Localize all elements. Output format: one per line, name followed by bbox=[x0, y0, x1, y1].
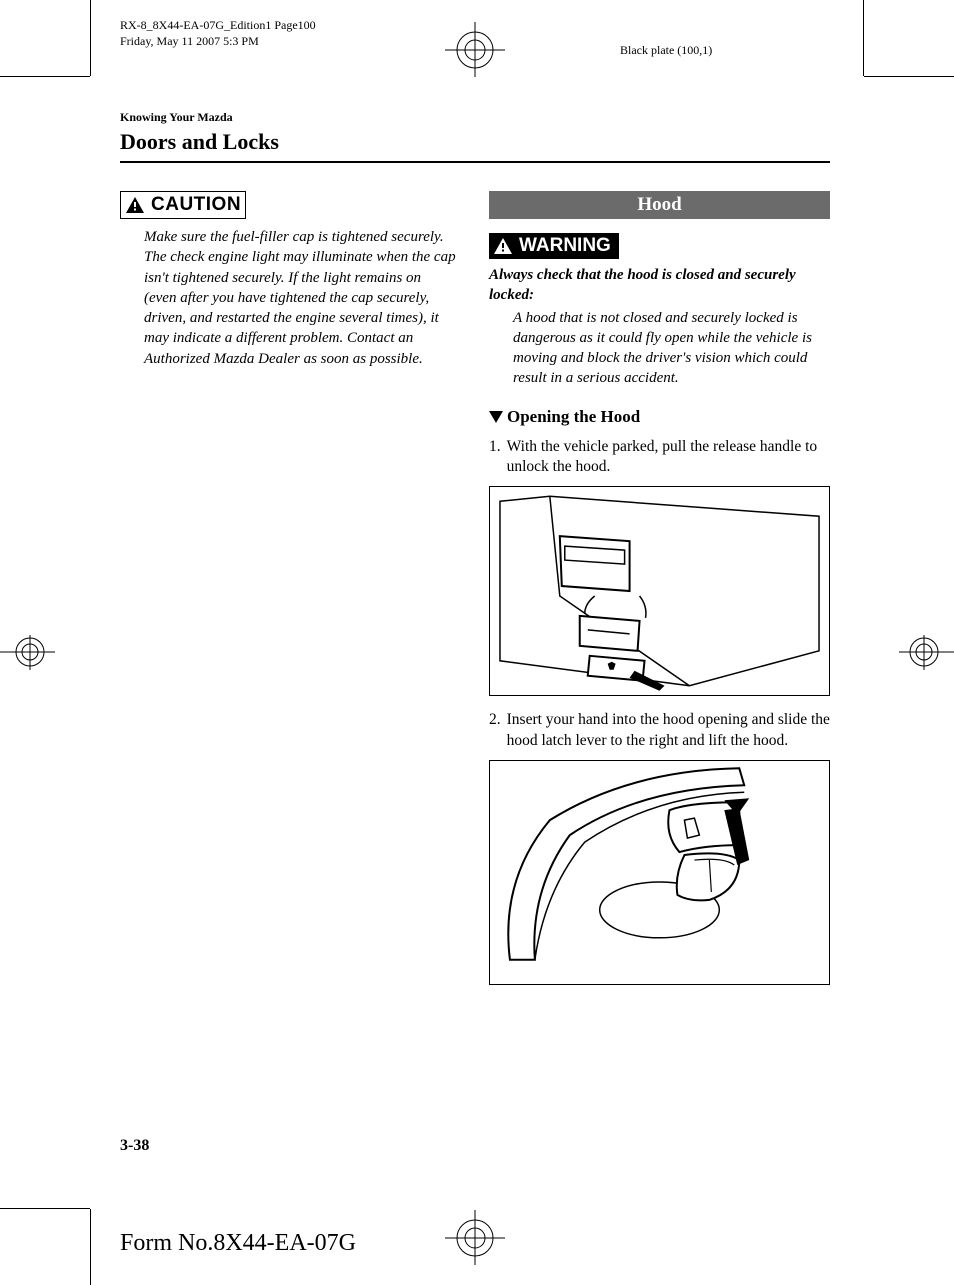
step-1: 1. With the vehicle parked, pull the rel… bbox=[489, 437, 830, 479]
caution-badge: CAUTION bbox=[120, 191, 246, 219]
registration-mark-top-icon bbox=[420, 22, 530, 77]
triangle-down-icon bbox=[489, 411, 503, 423]
warning-alert-icon bbox=[493, 237, 513, 255]
doc-timestamp: Friday, May 11 2007 5:3 PM bbox=[120, 34, 316, 50]
warning-badge: WARNING bbox=[489, 233, 619, 259]
step-2: 2. Insert your hand into the hood openin… bbox=[489, 710, 830, 752]
black-plate-label: Black plate (100,1) bbox=[620, 43, 712, 58]
right-column: Hood WARNING Always check that the hood … bbox=[489, 191, 830, 999]
left-column: CAUTION Make sure the fuel-filler cap is… bbox=[120, 191, 461, 999]
chapter-title: Doors and Locks bbox=[120, 129, 830, 155]
figure-hood-latch bbox=[489, 760, 830, 985]
form-number: Form No.8X44-EA-07G bbox=[120, 1230, 356, 1257]
step-2-text: Insert your hand into the hood opening a… bbox=[507, 710, 830, 752]
hood-section-header: Hood bbox=[489, 191, 830, 219]
caution-alert-icon bbox=[125, 196, 145, 214]
warning-body: A hood that is not closed and securely l… bbox=[489, 308, 830, 389]
title-rule bbox=[120, 161, 830, 163]
caution-body: Make sure the fuel-filler cap is tighten… bbox=[120, 227, 461, 369]
registration-mark-right-icon bbox=[899, 630, 954, 675]
doc-id: RX-8_8X44-EA-07G_Edition1 Page100 bbox=[120, 18, 316, 34]
warning-title: Always check that the hood is closed and… bbox=[489, 265, 830, 306]
subhead-text: Opening the Hood bbox=[507, 407, 640, 427]
opening-hood-subhead: Opening the Hood bbox=[489, 407, 830, 427]
caution-label: CAUTION bbox=[151, 194, 241, 216]
registration-mark-bottom-icon bbox=[420, 1210, 530, 1265]
step-1-num: 1. bbox=[489, 437, 501, 479]
step-2-num: 2. bbox=[489, 710, 501, 752]
page-number: 3-38 bbox=[120, 1137, 149, 1155]
step-1-text: With the vehicle parked, pull the releas… bbox=[507, 437, 830, 479]
header-meta: RX-8_8X44-EA-07G_Edition1 Page100 Friday… bbox=[120, 18, 316, 49]
section-name: Knowing Your Mazda bbox=[120, 110, 830, 125]
hood-latch-illustration-icon bbox=[490, 760, 829, 985]
warning-label: WARNING bbox=[519, 235, 611, 257]
figure-hood-release bbox=[489, 486, 830, 696]
hood-release-illustration-icon bbox=[490, 486, 829, 696]
registration-mark-left-icon bbox=[0, 630, 55, 675]
